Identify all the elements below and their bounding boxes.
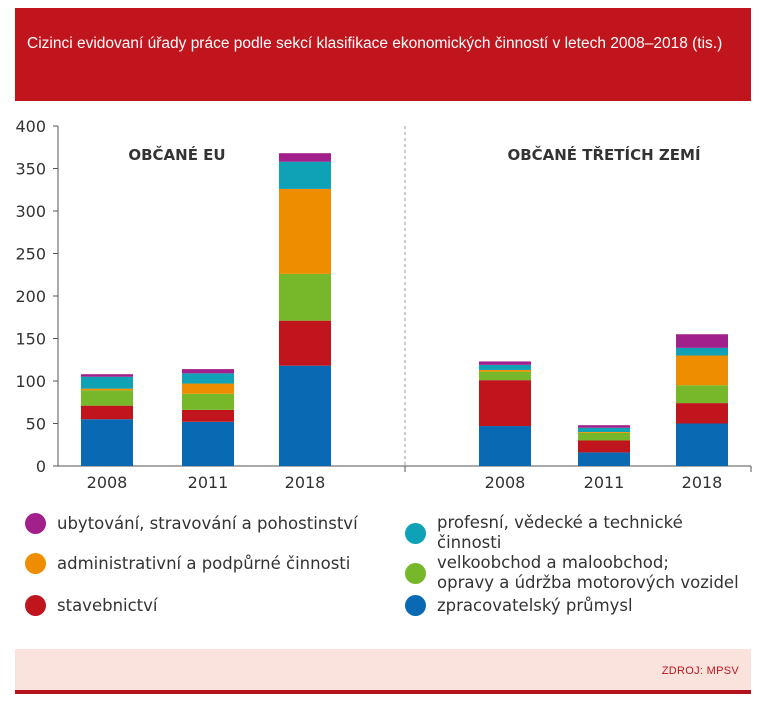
bar-segment <box>279 273 331 321</box>
bar-segment <box>81 390 133 406</box>
bar-layer <box>81 153 728 466</box>
bar-segment <box>578 452 630 466</box>
x-tick-label: 2011 <box>188 473 229 492</box>
y-tick-label: 100 <box>15 372 46 391</box>
y-tick-label: 250 <box>15 245 46 264</box>
legend-label: administrativní a podpůrné činnosti <box>57 553 351 573</box>
bar-segment <box>479 369 531 372</box>
y-tick-label: 350 <box>15 160 46 179</box>
bar-segment <box>676 347 728 356</box>
y-tick-label: 0 <box>36 457 46 476</box>
y-tick-label: 150 <box>15 330 46 349</box>
y-tick-label: 400 <box>15 117 46 136</box>
bar-segment <box>479 361 531 365</box>
bar-segment <box>676 355 728 386</box>
bar-segment <box>279 188 331 274</box>
bar-segment <box>182 421 234 466</box>
chart-legend: ubytování, stravování a pohostinství prof… <box>15 508 751 638</box>
bar-segment <box>279 153 331 162</box>
group-label: OBČANÉ EU <box>128 145 225 164</box>
bar-segment <box>81 405 133 420</box>
chart-header: Cizinci evidovaní úřady práce podle sekc… <box>15 8 751 101</box>
legend-label: velkoobchod a maloobchod; opravy a údržb… <box>437 553 739 592</box>
bar-segment <box>578 427 630 432</box>
bar-segment <box>479 371 531 381</box>
y-tick-label: 200 <box>15 287 46 306</box>
legend-swatch <box>25 513 46 534</box>
chart-title: Cizinci evidovaní úřady práce podle sekc… <box>27 35 723 52</box>
legend-item: stavebnictví <box>25 595 158 616</box>
legend-swatch <box>25 553 46 574</box>
legend-swatch <box>405 522 426 544</box>
chart-footer: ZDROJ: MPSV <box>15 649 751 694</box>
y-tick-label: 50 <box>26 415 46 434</box>
legend-item: ubytování, stravování a pohostinství <box>25 513 358 534</box>
bar-segment <box>279 320 331 366</box>
x-tick-label: 2018 <box>285 473 326 492</box>
bar-segment <box>81 374 133 377</box>
group-label: OBČANÉ TŘETÍCH ZEMÍ <box>507 145 701 164</box>
y-tick-label: 300 <box>15 202 46 221</box>
axis-layer <box>53 125 752 472</box>
legend-item: velkoobchod a maloobchod; opravy a údržb… <box>405 553 739 593</box>
bar-segment <box>676 403 728 424</box>
bar-segment <box>479 364 531 370</box>
bar-segment <box>479 380 531 427</box>
bar-segment <box>578 425 630 428</box>
legend-item: zpracovatelský průmysl <box>405 595 633 616</box>
bar-segment <box>479 426 531 466</box>
bar-segment <box>676 334 728 348</box>
x-tick-label: 2008 <box>87 473 128 492</box>
legend-label: stavebnictví <box>57 595 158 615</box>
legend-label: profesní, vědecké a technické činnosti <box>437 513 683 552</box>
bar-segment <box>182 369 234 374</box>
legend-label: zpracovatelský průmysl <box>437 595 633 615</box>
legend-swatch <box>405 562 426 584</box>
legend-item: administrativní a podpůrné činnosti <box>25 553 350 574</box>
bar-segment <box>182 393 234 410</box>
legend-item: profesní, vědecké a technické činnosti <box>405 513 751 553</box>
bar-segment <box>578 432 630 433</box>
bar-segment <box>81 419 133 466</box>
x-tick-label: 2018 <box>682 473 723 492</box>
bar-segment <box>676 385 728 404</box>
source-note: ZDROJ: MPSV <box>661 665 739 677</box>
bar-segment <box>81 376 133 389</box>
bar-segment <box>182 409 234 422</box>
x-tick-label: 2011 <box>584 473 625 492</box>
bar-segment <box>81 388 133 391</box>
legend-swatch <box>25 595 46 616</box>
bar-segment <box>279 161 331 189</box>
bar-segment <box>578 440 630 453</box>
bar-segment <box>676 423 728 466</box>
x-tick-label: 2008 <box>485 473 526 492</box>
bar-segment <box>182 383 234 394</box>
bar-segment <box>279 365 331 466</box>
bar-segment <box>578 432 630 441</box>
legend-label: ubytování, stravování a pohostinství <box>57 513 358 533</box>
label-layer: 0 50 100 150 200 250 300 350 400 OBČANÉ EU 2008 201… <box>15 117 722 492</box>
legend-swatch <box>405 595 426 616</box>
bar-segment <box>182 373 234 384</box>
